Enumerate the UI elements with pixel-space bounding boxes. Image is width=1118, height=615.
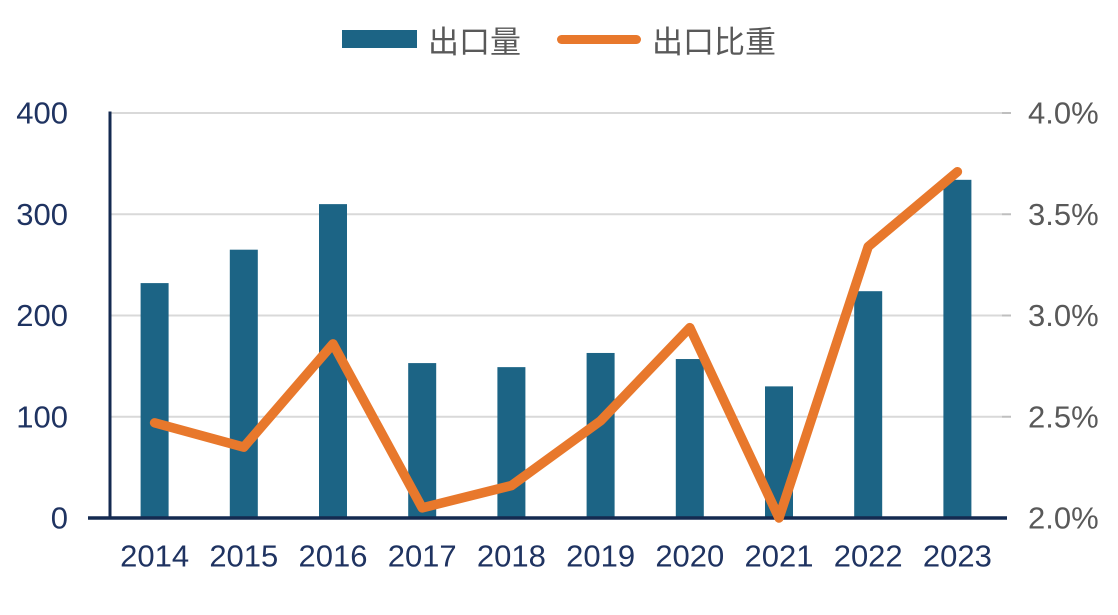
y-axis-left-label: 300 bbox=[16, 197, 68, 232]
bar-2019 bbox=[586, 352, 615, 518]
bar-2015 bbox=[229, 249, 258, 518]
y-axis-right-label: 4.0% bbox=[1028, 96, 1099, 131]
bar-2020 bbox=[675, 359, 704, 518]
y-axis-right-label: 3.0% bbox=[1028, 298, 1099, 333]
y-axis-left-label: 0 bbox=[51, 501, 68, 536]
x-axis-label: 2016 bbox=[299, 539, 368, 574]
y-axis-right-label: 2.5% bbox=[1028, 399, 1099, 434]
x-axis-label: 2022 bbox=[834, 539, 903, 574]
x-axis-label: 2020 bbox=[655, 539, 724, 574]
y-axis-left-label: 400 bbox=[16, 96, 68, 131]
legend-label-export-volume: 出口量 bbox=[428, 24, 521, 60]
x-axis-label: 2015 bbox=[209, 539, 278, 574]
x-axis-label: 2023 bbox=[923, 539, 992, 574]
legend-item-export-volume: 出口量 bbox=[342, 17, 521, 62]
legend-item-export-share: 出口比重 bbox=[557, 17, 776, 62]
y-axis-right-label: 3.5% bbox=[1028, 197, 1099, 232]
legend-label-export-share: 出口比重 bbox=[652, 24, 776, 60]
bar-2022 bbox=[854, 291, 883, 518]
y-axis-left-label: 100 bbox=[16, 399, 68, 434]
y-axis-right-label: 2.0% bbox=[1028, 501, 1099, 536]
bar-2014 bbox=[140, 283, 169, 518]
x-axis-label: 2014 bbox=[120, 539, 189, 574]
y-axis-left-label: 200 bbox=[16, 298, 68, 333]
bar-2018 bbox=[497, 367, 526, 518]
x-axis-label: 2018 bbox=[477, 539, 546, 574]
x-axis-label: 2019 bbox=[566, 539, 635, 574]
x-axis-label: 2021 bbox=[745, 539, 814, 574]
bar-series-swatch bbox=[342, 30, 417, 48]
x-axis-label: 2017 bbox=[388, 539, 457, 574]
line-series-swatch bbox=[557, 34, 641, 44]
bar-2023 bbox=[943, 179, 972, 518]
chart-legend: 出口量 出口比重 bbox=[0, 16, 1118, 62]
export-share-line bbox=[149, 166, 963, 523]
